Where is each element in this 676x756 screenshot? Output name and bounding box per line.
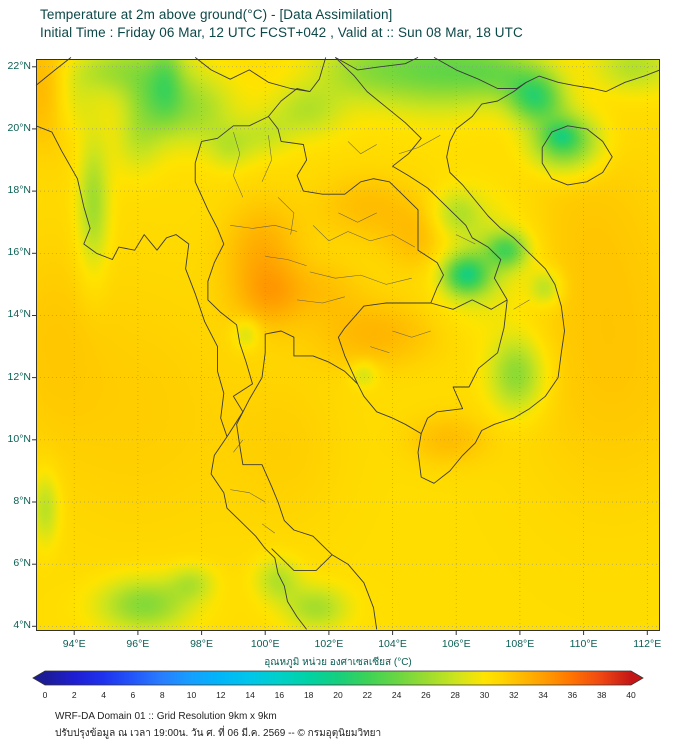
y-axis-tick-label: 4°N bbox=[13, 619, 31, 632]
colorbar-tick-label: 28 bbox=[450, 690, 460, 700]
colorbar-tick-label: 12 bbox=[216, 690, 226, 700]
colorbar-tick-label: 0 bbox=[42, 690, 48, 700]
colorbar-tick-label: 20 bbox=[333, 690, 343, 700]
x-axis-tick-label: 110°E bbox=[569, 638, 598, 650]
colorbar-tick-label: 24 bbox=[391, 690, 402, 700]
y-axis-tick-label: 22°N bbox=[7, 59, 31, 72]
temperature-field-canvas bbox=[36, 59, 660, 631]
colorbar-tick-label: 38 bbox=[596, 690, 607, 700]
x-axis-tick-label: 96°E bbox=[126, 638, 150, 650]
colorbar-tick-label: 30 bbox=[479, 690, 490, 700]
y-axis-tick-label: 20°N bbox=[7, 121, 31, 134]
footer-domain-info: WRF-DA Domain 01 :: Grid Resolution 9km … bbox=[55, 711, 277, 722]
x-axis-tick-label: 112°E bbox=[633, 638, 662, 650]
colorbar-tick-label: 16 bbox=[274, 690, 285, 700]
x-axis-tick-label: 108°E bbox=[505, 638, 535, 650]
colorbar-tick-label: 8 bbox=[159, 690, 165, 700]
colorbar-tick-label: 2 bbox=[71, 690, 77, 700]
colorbar-tick-label: 6 bbox=[130, 690, 136, 700]
colorbar-tick-label: 36 bbox=[567, 690, 578, 700]
colorbar-tick-label: 4 bbox=[101, 690, 106, 700]
colorbar bbox=[32, 670, 644, 686]
x-axis-tick-label: 94°E bbox=[62, 638, 86, 650]
x-axis-tick-label: 98°E bbox=[190, 638, 213, 650]
y-axis-tick-label: 14°N bbox=[7, 308, 31, 321]
y-axis-tick-label: 12°N bbox=[7, 370, 31, 383]
colorbar-tick-label: 18 bbox=[303, 690, 314, 700]
map-plot-area bbox=[32, 56, 661, 635]
colorbar-tick-label: 40 bbox=[626, 690, 636, 700]
x-axis-tick-label: 104°E bbox=[378, 638, 407, 650]
colorbar-tick-label: 26 bbox=[421, 690, 431, 700]
colorbar-label: อุณหภูมิ หน่วย องศาเซลเซียส (°C) bbox=[264, 657, 412, 668]
colorbar-tick-label: 14 bbox=[245, 690, 255, 700]
y-axis-tick-label: 8°N bbox=[13, 494, 31, 507]
x-axis-tick-label: 106°E bbox=[441, 638, 471, 650]
colorbar-tick-label: 22 bbox=[362, 690, 373, 700]
footer-update-info: ปรับปรุงข้อมูล ณ เวลา 19:00น. วัน ศ. ที่… bbox=[55, 728, 382, 739]
map-overlay-grid-borders bbox=[32, 56, 661, 635]
y-axis-tick-label: 18°N bbox=[7, 184, 31, 197]
x-axis-tick-label: 100°E bbox=[250, 638, 280, 650]
colorbar-tick-label: 34 bbox=[538, 690, 548, 700]
x-axis-tick-label: 102°E bbox=[314, 638, 344, 650]
colorbar-tick-label: 10 bbox=[186, 690, 197, 700]
y-axis-tick-label: 6°N bbox=[13, 557, 31, 570]
y-axis-tick-label: 16°N bbox=[7, 246, 31, 259]
y-axis-tick-label: 10°N bbox=[7, 432, 31, 445]
chart-subtitle: Initial Time : Friday 06 Mar, 12 UTC FCS… bbox=[40, 25, 523, 40]
colorbar-tick-label: 32 bbox=[509, 690, 519, 700]
chart-title: Temperature at 2m above ground(°C) - [Da… bbox=[40, 7, 393, 22]
